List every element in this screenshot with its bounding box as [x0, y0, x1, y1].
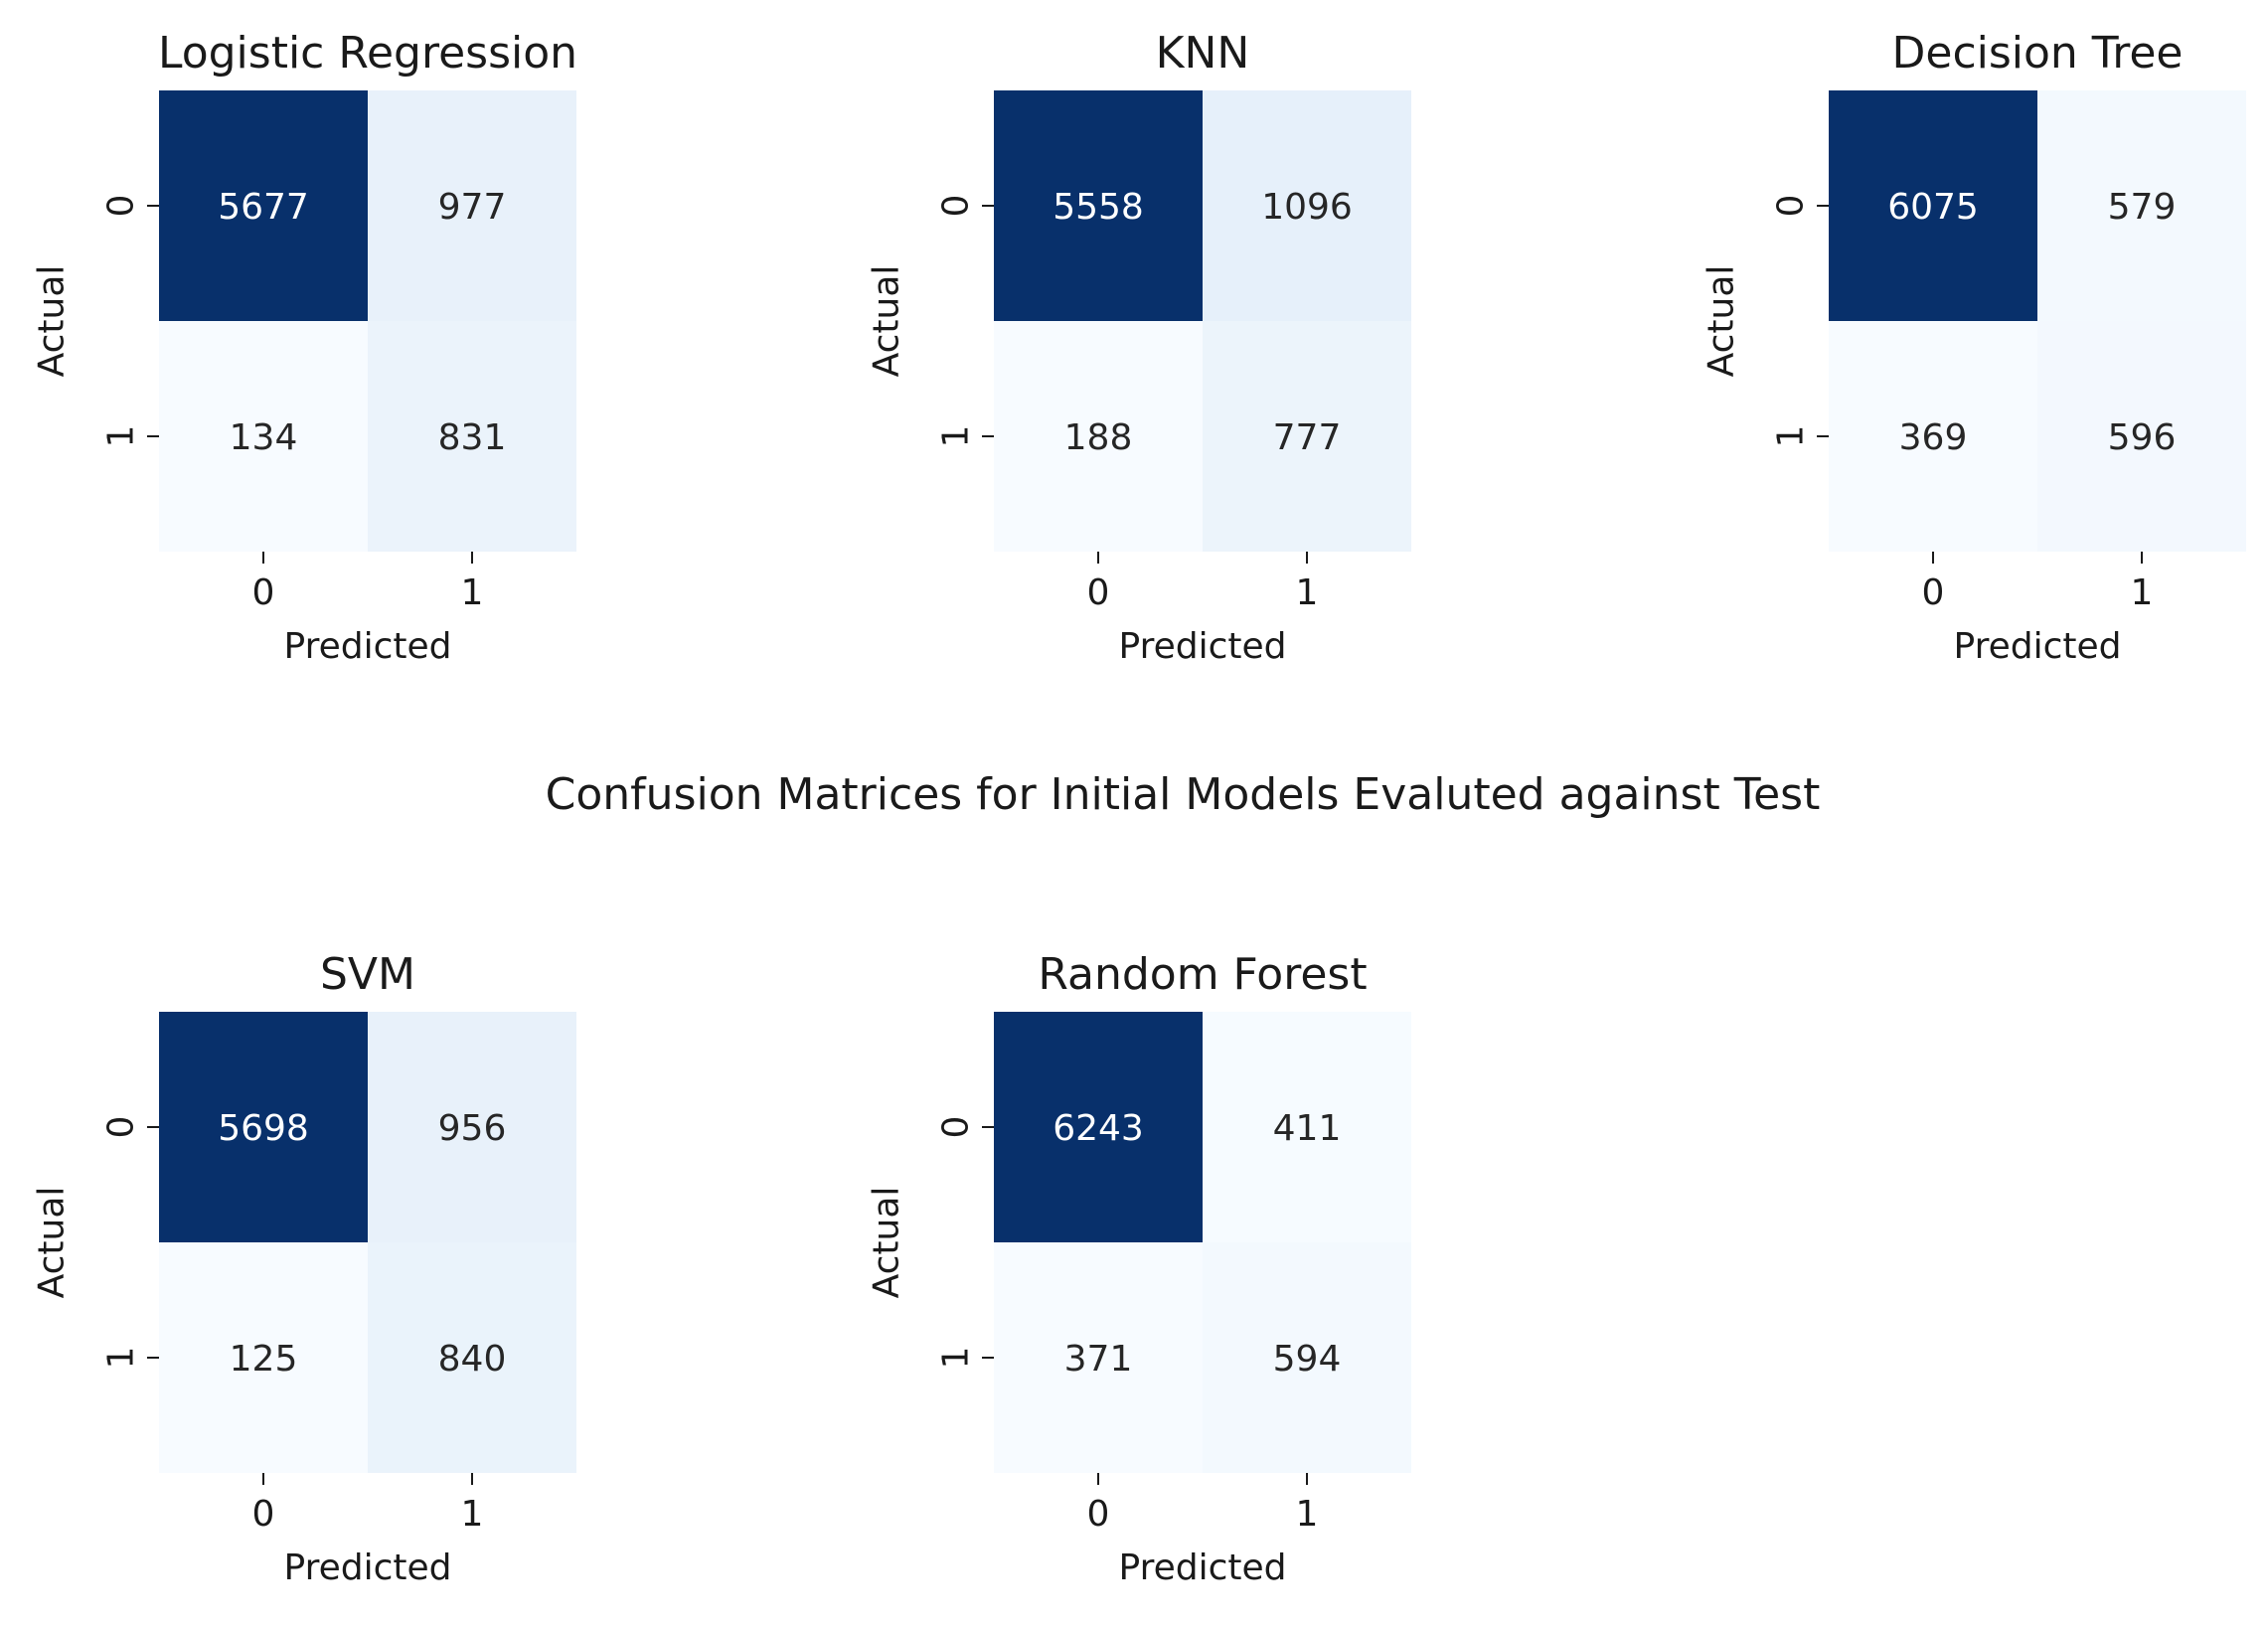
y-tick-label: 1 — [936, 1347, 977, 1370]
x-tick-label: 1 — [461, 1494, 484, 1535]
heatmap-cell — [994, 90, 1203, 321]
cell-value-label: 977 — [438, 187, 507, 228]
cell-value-label: 777 — [1273, 417, 1342, 458]
x-tick-label: 0 — [1087, 1494, 1110, 1535]
x-tick-label: 1 — [1296, 572, 1319, 613]
x-axis-label: Predicted — [1119, 1547, 1287, 1588]
y-tick-label: 1 — [101, 1347, 142, 1370]
heatmap-cell — [159, 321, 368, 552]
y-axis-label: Actual — [867, 1187, 907, 1299]
heatmap-cell — [994, 1012, 1203, 1242]
cell-value-label: 1096 — [1261, 187, 1353, 228]
cell-value-label: 188 — [1064, 417, 1133, 458]
heatmap-cell — [994, 321, 1203, 552]
cell-value-label: 5698 — [218, 1108, 309, 1149]
x-tick-label: 0 — [252, 572, 275, 613]
x-tick-label: 1 — [461, 572, 484, 613]
cell-value-label: 125 — [230, 1339, 298, 1380]
cell-value-label: 411 — [1273, 1108, 1342, 1149]
cell-value-label: 371 — [1064, 1339, 1133, 1380]
y-tick-label: 1 — [1771, 425, 1812, 448]
x-axis-label: Predicted — [284, 626, 452, 667]
y-axis-label: Actual — [32, 1187, 73, 1299]
heatmap-cell — [1203, 90, 1411, 321]
cell-value-label: 5558 — [1053, 187, 1144, 228]
y-tick-label: 1 — [936, 425, 977, 448]
heatmap-cell — [368, 1242, 576, 1473]
heatmap-cell — [2037, 321, 2246, 552]
cell-value-label: 596 — [2108, 417, 2177, 458]
y-tick-label: 0 — [101, 1116, 142, 1139]
heatmap-cell — [1203, 1242, 1411, 1473]
y-axis-label: Actual — [1701, 265, 1742, 378]
subplot-title: Decision Tree — [1892, 28, 2184, 79]
heatmap-cell — [2037, 90, 2246, 321]
x-tick-label: 1 — [1296, 1494, 1319, 1535]
heatmap-cell — [1203, 1012, 1411, 1242]
subplot-title: Logistic Regression — [158, 28, 577, 79]
heatmap-cell — [1829, 321, 2037, 552]
cell-value-label: 369 — [1899, 417, 1968, 458]
cell-value-label: 840 — [438, 1339, 507, 1380]
cell-value-label: 6243 — [1053, 1108, 1144, 1149]
heatmap-cell — [1829, 90, 2037, 321]
cell-value-label: 5677 — [218, 187, 309, 228]
subplot-title: KNN — [1156, 28, 1250, 79]
figure-title: Confusion Matrices for Initial Models Ev… — [546, 769, 1821, 820]
cell-value-label: 6075 — [1887, 187, 1979, 228]
subplot-title: SVM — [320, 949, 415, 1000]
heatmap-cell — [368, 321, 576, 552]
heatmap-cell — [994, 1242, 1203, 1473]
x-tick-label: 1 — [2131, 572, 2154, 613]
x-tick-label: 0 — [1087, 572, 1110, 613]
y-axis-label: Actual — [32, 265, 73, 378]
y-tick-label: 0 — [101, 195, 142, 218]
cell-value-label: 594 — [1273, 1339, 1342, 1380]
cell-value-label: 579 — [2108, 187, 2177, 228]
y-tick-label: 0 — [936, 195, 977, 218]
heatmap-cell — [159, 90, 368, 321]
y-tick-label: 1 — [101, 425, 142, 448]
x-axis-label: Predicted — [1119, 626, 1287, 667]
x-axis-label: Predicted — [284, 1547, 452, 1588]
subplot-title: Random Forest — [1038, 949, 1367, 1000]
cell-value-label: 956 — [438, 1108, 507, 1149]
heatmap-cell — [1203, 321, 1411, 552]
x-tick-label: 0 — [252, 1494, 275, 1535]
y-axis-label: Actual — [867, 265, 907, 378]
heatmap-cell — [368, 90, 576, 321]
cell-value-label: 831 — [438, 417, 507, 458]
heatmap-cell — [368, 1012, 576, 1242]
cell-value-label: 134 — [230, 417, 298, 458]
x-axis-label: Predicted — [1954, 626, 2122, 667]
heatmap-cell — [159, 1242, 368, 1473]
x-tick-label: 0 — [1922, 572, 1945, 613]
y-tick-label: 0 — [1771, 195, 1812, 218]
y-tick-label: 0 — [936, 1116, 977, 1139]
heatmap-cell — [159, 1012, 368, 1242]
